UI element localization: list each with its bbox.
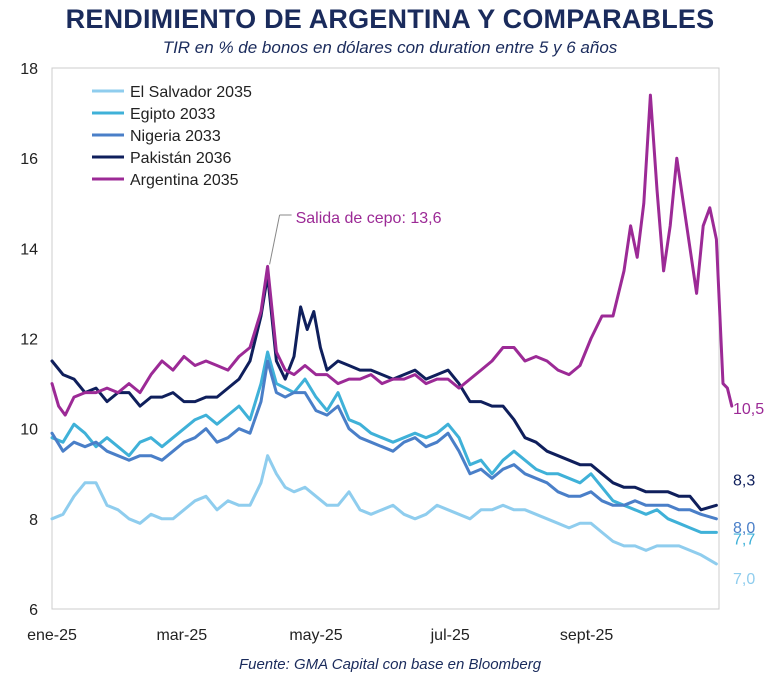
annotation-leader-line — [269, 214, 281, 265]
legend-label: Egipto 2033 — [130, 106, 216, 123]
x-tick-label: ene-25 — [27, 627, 77, 644]
legend-label: El Salvador 2035 — [130, 84, 252, 101]
y-tick-label: 6 — [29, 602, 38, 619]
x-tick-label: mar-25 — [156, 627, 207, 644]
legend-label: Pakistán 2036 — [130, 150, 232, 167]
legend-label: Nigeria 2033 — [130, 128, 221, 145]
cepo-annotation: Salida de cepo: 13,6 — [269, 210, 442, 265]
legend-label: Argentina 2035 — [130, 172, 239, 189]
x-tick-label: jul-25 — [430, 627, 470, 644]
series-line — [50, 454, 718, 566]
end-label: 7,0 — [733, 571, 755, 588]
y-tick-label: 10 — [20, 422, 38, 439]
end-label: 8,3 — [733, 472, 755, 489]
end-label: 7,7 — [733, 531, 755, 548]
series-line — [50, 273, 718, 512]
chart-subtitle: TIR en % de bonos en dólares con duratio… — [162, 38, 618, 57]
chart-title: RENDIMIENTO DE ARGENTINA Y COMPARABLES — [65, 4, 715, 34]
series-lines — [50, 93, 734, 566]
plot-area-frame — [51, 67, 720, 610]
x-tick-label: may-25 — [289, 627, 342, 644]
x-tick-label: sept-25 — [560, 627, 613, 644]
y-tick-label: 14 — [20, 241, 38, 258]
series-line — [50, 359, 718, 521]
x-axis: ene-25 mar-25 may-25 jul-25 sept-25 — [27, 627, 613, 644]
y-tick-label: 12 — [20, 332, 38, 349]
series-line — [50, 93, 734, 417]
end-label: 8,0 — [733, 520, 755, 537]
end-labels: 7,0 7,78,0 8,3 10,5 — [733, 401, 764, 588]
legend: El Salvador 2035 Egipto 2033 Nigeria 2033 P… — [92, 84, 252, 189]
y-axis: 6 8 10 12 14 16 18 — [20, 61, 38, 619]
annotation-label: Salida de cepo: 13,6 — [296, 210, 442, 227]
source-note: Fuente: GMA Capital con base en Bloomber… — [238, 656, 542, 673]
end-label: 10,5 — [733, 401, 764, 418]
y-tick-label: 16 — [20, 151, 38, 168]
y-tick-label: 8 — [29, 512, 38, 529]
y-tick-label: 18 — [20, 61, 38, 78]
series-line — [50, 350, 718, 534]
